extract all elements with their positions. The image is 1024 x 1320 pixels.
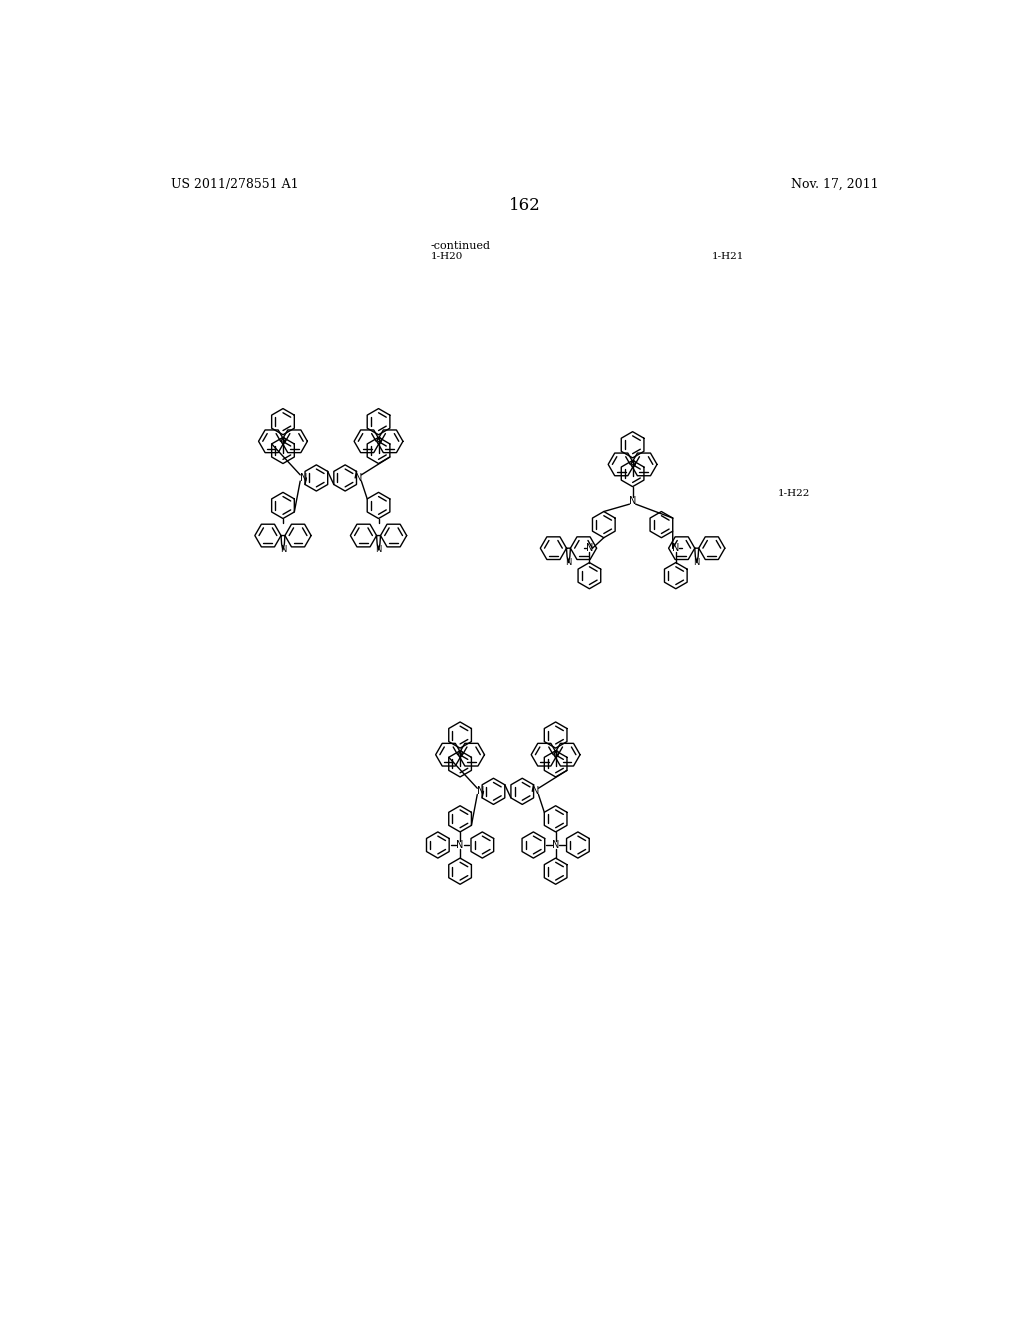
Text: O: O: [280, 437, 287, 446]
Text: N: N: [280, 545, 286, 554]
Text: O: O: [630, 459, 636, 469]
Text: N: N: [672, 543, 680, 553]
Text: O: O: [552, 750, 559, 759]
Text: N: N: [477, 787, 484, 796]
Text: Nov. 17, 2011: Nov. 17, 2011: [792, 178, 879, 190]
Text: O: O: [457, 750, 464, 759]
Text: N: N: [531, 787, 539, 796]
Text: N: N: [376, 545, 382, 554]
Text: -continued: -continued: [431, 240, 490, 251]
Text: N: N: [457, 840, 464, 850]
Text: N: N: [629, 496, 636, 506]
Text: O: O: [375, 437, 382, 446]
Text: US 2011/278551 A1: US 2011/278551 A1: [171, 178, 298, 190]
Text: N: N: [565, 558, 571, 568]
Text: N: N: [586, 543, 593, 553]
Text: N: N: [300, 473, 307, 483]
Text: N: N: [693, 558, 700, 568]
Text: 1-H20: 1-H20: [431, 252, 463, 261]
Text: N: N: [354, 473, 361, 483]
Text: N: N: [552, 840, 559, 850]
Text: 162: 162: [509, 197, 541, 214]
Text: 1-H22: 1-H22: [777, 490, 810, 499]
Text: 1-H21: 1-H21: [712, 252, 744, 261]
